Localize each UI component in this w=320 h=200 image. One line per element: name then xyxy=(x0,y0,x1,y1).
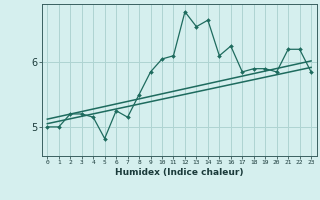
X-axis label: Humidex (Indice chaleur): Humidex (Indice chaleur) xyxy=(115,168,244,177)
